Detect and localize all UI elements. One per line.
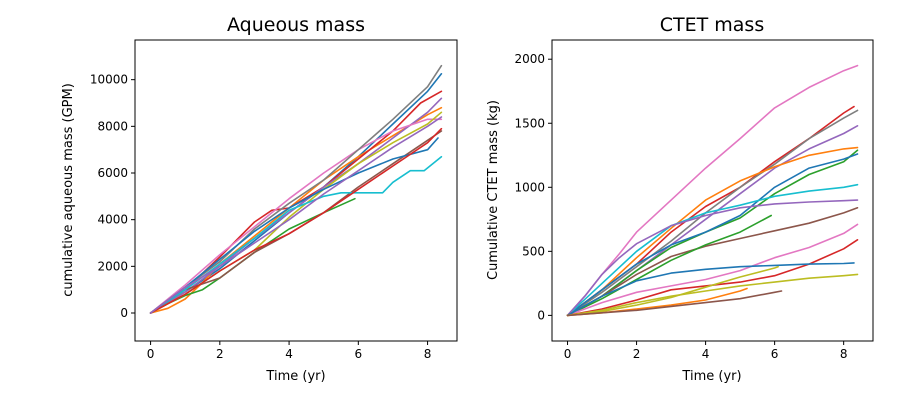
series-line-12 xyxy=(566,239,859,317)
y-tick-label: 8000 xyxy=(97,119,128,133)
series-line-4 xyxy=(566,146,859,317)
x-tick-label: 8 xyxy=(840,347,848,361)
axis-ticks: 0 2 4 6 8 0 500 1000 1500 2000 xyxy=(514,52,847,361)
y-tick-label: 10000 xyxy=(90,73,128,87)
series-line-7 xyxy=(149,64,443,314)
series-line-13 xyxy=(566,262,855,317)
y-axis-label: cumulative aqueous mass (GPM) xyxy=(61,83,76,297)
x-tick-label: 6 xyxy=(355,347,363,361)
x-tick-label: 0 xyxy=(147,347,155,361)
x-tick-label: 6 xyxy=(771,347,779,361)
series-line-2 xyxy=(566,109,859,317)
y-axis-label: Cumulative CTET mass (kg) xyxy=(486,100,501,280)
y-tick-label: 2000 xyxy=(97,259,128,273)
y-tick-label: 4000 xyxy=(97,213,128,227)
series-line-10 xyxy=(566,214,773,317)
x-tick-label: 2 xyxy=(633,347,641,361)
x-tick-label: 2 xyxy=(216,347,224,361)
x-tick-label: 8 xyxy=(424,347,432,361)
y-tick-label: 0 xyxy=(537,308,545,322)
series-line-6 xyxy=(149,118,443,314)
chart-title: CTET mass xyxy=(660,14,764,36)
series-line-11 xyxy=(149,127,443,314)
series-line-5 xyxy=(566,149,859,317)
axis-ticks: 0 2 4 6 8 0 2000 4000 6000 8000 10000 xyxy=(90,73,432,361)
series-line-7 xyxy=(566,183,859,317)
y-tick-label: 500 xyxy=(522,244,545,258)
x-axis-label: Time (yr) xyxy=(265,369,325,384)
x-tick-label: 0 xyxy=(564,347,572,361)
series-group xyxy=(149,64,443,314)
panel-aqueous-mass: Aqueous mass 0 2 4 6 8 0 2000 4000 6000 8000 10000… xyxy=(61,14,458,384)
series-group xyxy=(566,64,859,317)
x-axis-label: Time (yr) xyxy=(681,369,741,384)
y-tick-label: 1500 xyxy=(514,116,545,130)
series-line-9 xyxy=(149,155,443,314)
x-tick-label: 4 xyxy=(285,347,293,361)
series-line-12 xyxy=(149,116,443,314)
plot-frame xyxy=(134,39,458,342)
series-line-9 xyxy=(566,207,859,317)
series-line-15 xyxy=(566,273,859,317)
series-line-17 xyxy=(566,290,783,317)
y-tick-label: 6000 xyxy=(97,166,128,180)
x-tick-label: 4 xyxy=(702,347,710,361)
chart-title: Aqueous mass xyxy=(227,14,365,36)
series-line-14 xyxy=(566,265,779,317)
y-tick-label: 0 xyxy=(120,306,128,320)
series-line-6 xyxy=(566,153,859,317)
y-tick-label: 1000 xyxy=(514,180,545,194)
series-line-8 xyxy=(566,199,859,317)
series-line-1 xyxy=(149,106,443,314)
plot-frame xyxy=(551,39,874,342)
panel-ctet-mass: CTET mass 0 2 4 6 8 0 500 1000 1500 2000 Time (yr… xyxy=(486,14,874,384)
y-tick-label: 2000 xyxy=(514,52,545,66)
series-line-11 xyxy=(566,223,859,317)
